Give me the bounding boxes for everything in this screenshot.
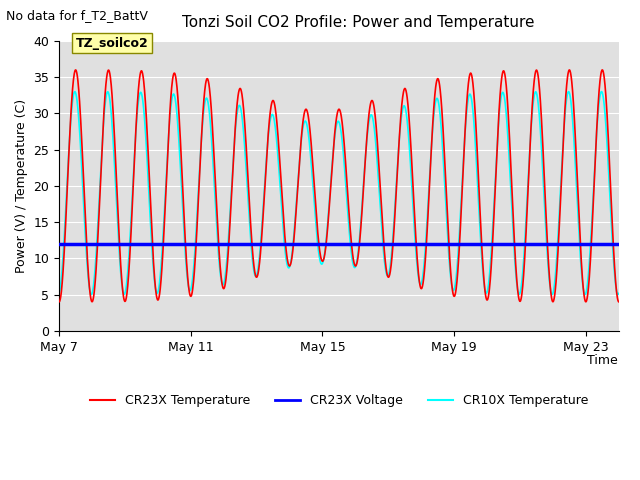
Legend: CR23X Temperature, CR23X Voltage, CR10X Temperature: CR23X Temperature, CR23X Voltage, CR10X …	[84, 389, 593, 412]
Text: Tonzi Soil CO2 Profile: Power and Temperature: Tonzi Soil CO2 Profile: Power and Temper…	[182, 15, 535, 30]
Text: TZ_soilco2: TZ_soilco2	[76, 36, 148, 50]
Text: No data for f_T2_BattV: No data for f_T2_BattV	[6, 9, 148, 22]
Y-axis label: Power (V) / Temperature (C): Power (V) / Temperature (C)	[15, 99, 28, 273]
X-axis label: Time: Time	[587, 354, 618, 367]
